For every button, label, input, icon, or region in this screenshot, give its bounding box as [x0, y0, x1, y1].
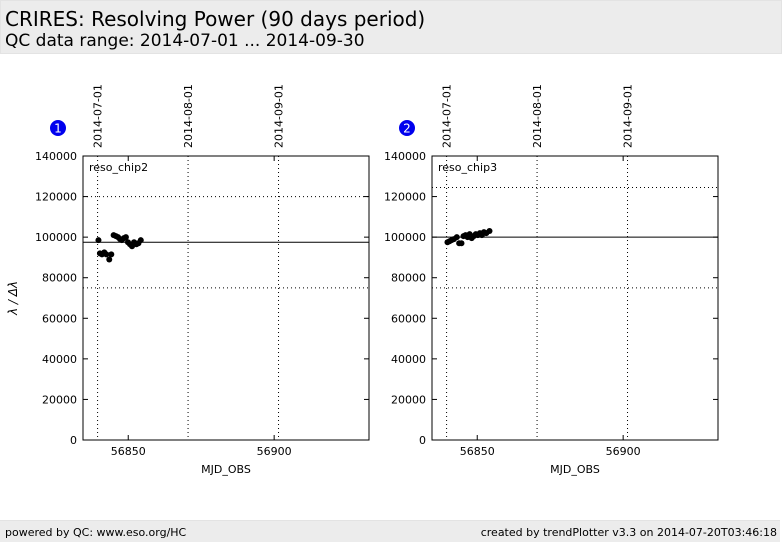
series-label: reso_chip2 — [89, 161, 148, 174]
panel-number-label: 1 — [54, 122, 62, 136]
data-point — [108, 251, 115, 258]
date-marker-label: 2014-08-01 — [531, 84, 544, 148]
x-tick-label: 56900 — [257, 445, 292, 458]
plot-area — [432, 156, 718, 440]
data-point — [122, 234, 129, 241]
y-tick-label: 100000 — [384, 231, 426, 244]
y-tick-label: 120000 — [35, 191, 77, 204]
y-tick-label: 0 — [70, 434, 77, 447]
plot-frame — [82, 155, 370, 441]
page-footer: powered by QC: www.eso.org/HC created by… — [0, 520, 780, 542]
date-marker-label: 2014-09-01 — [622, 84, 635, 148]
y-tick-label: 140000 — [35, 150, 77, 163]
x-tick-label: 56850 — [460, 445, 495, 458]
page-header: CRIRES: Resolving Power (90 days period)… — [0, 0, 782, 54]
date-marker-label: 2014-09-01 — [273, 84, 286, 148]
x-axis-label: MJD_OBS — [201, 463, 251, 476]
panel-number-badge — [399, 120, 415, 136]
data-point — [95, 237, 102, 244]
data-point — [486, 228, 493, 235]
y-tick-label: 0 — [419, 434, 426, 447]
page-title: CRIRES: Resolving Power (90 days period) — [5, 7, 426, 31]
y-tick-label: 20000 — [42, 393, 77, 406]
y-tick-label: 40000 — [42, 353, 77, 366]
footer-created-by: created by trendPlotter v3.3 on 2014-07-… — [480, 526, 777, 539]
x-tick-label: 56850 — [111, 445, 146, 458]
y-tick-label: 120000 — [384, 191, 426, 204]
x-axis-label: MJD_OBS — [550, 463, 600, 476]
date-marker-label: 2014-08-01 — [182, 84, 195, 148]
data-point — [453, 234, 460, 241]
date-marker-label: 2014-07-01 — [441, 84, 454, 148]
chart-panel-1: 2014-07-01 2014-08-01 2014-09-01 0 20000 4000… — [6, 84, 370, 476]
y-tick-label: 60000 — [391, 312, 426, 325]
plot-frame — [431, 155, 719, 441]
data-point — [137, 237, 144, 244]
panel-number-badge — [50, 120, 66, 136]
y-tick-label: 140000 — [384, 150, 426, 163]
footer-powered-by: powered by QC: www.eso.org/HC — [5, 526, 187, 539]
data-point — [103, 251, 110, 258]
page-subtitle: QC data range: 2014-07-01 ... 2014-09-30 — [5, 31, 365, 51]
y-tick-label: 20000 — [391, 393, 426, 406]
y-axis-label: λ / Δλ — [6, 281, 20, 316]
y-tick-label: 40000 — [391, 353, 426, 366]
data-point — [458, 240, 465, 247]
data-point — [106, 256, 113, 263]
y-tick-label: 100000 — [35, 231, 77, 244]
series-label: reso_chip3 — [438, 161, 497, 174]
x-tick-label: 56900 — [606, 445, 641, 458]
date-marker-label: 2014-07-01 — [92, 84, 105, 148]
y-tick-label: 80000 — [42, 272, 77, 285]
y-tick-label: 80000 — [391, 272, 426, 285]
y-tick-label: 60000 — [42, 312, 77, 325]
plot-area — [83, 156, 369, 440]
chart-panel-2: 2014-07-01 2014-08-01 2014-09-01 0 20000 4000… — [384, 84, 719, 476]
panel-number-label: 2 — [403, 122, 411, 136]
